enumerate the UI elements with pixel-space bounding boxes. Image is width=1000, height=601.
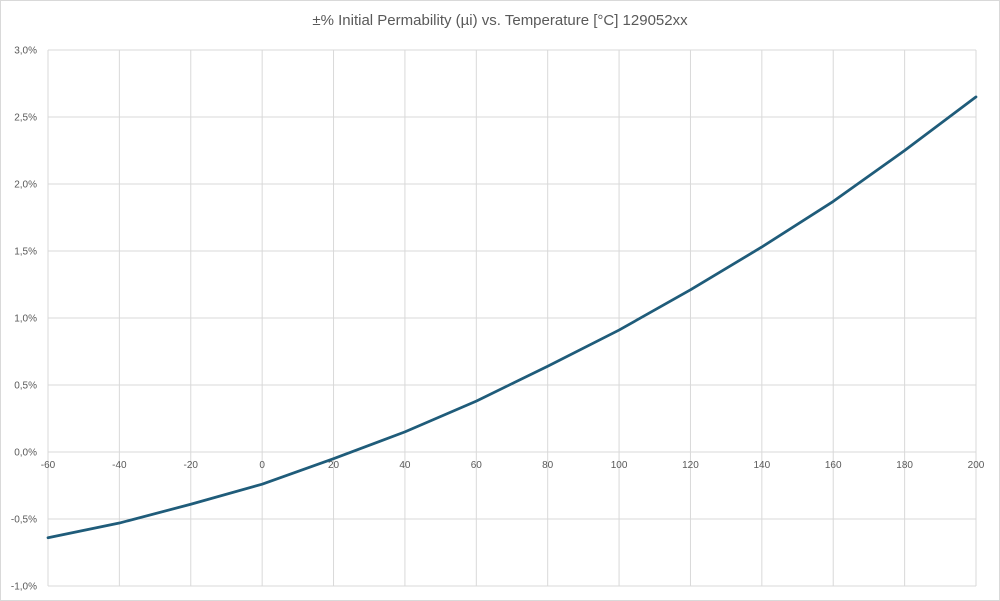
x-tick-label: 100 xyxy=(611,460,628,471)
y-tick-label: 3,0% xyxy=(14,46,37,57)
x-tick-label: -60 xyxy=(41,460,56,471)
x-tick-label: -20 xyxy=(184,460,199,471)
x-tick-label: 160 xyxy=(825,460,842,471)
series-line xyxy=(46,95,978,540)
x-tick-label: 80 xyxy=(542,460,554,471)
x-tick-label: 120 xyxy=(682,460,699,471)
y-tick-label: -1,0% xyxy=(11,582,37,593)
y-tick-label: -0,5% xyxy=(11,515,37,526)
y-tick-label: 0,0% xyxy=(14,448,37,459)
x-tick-label: 180 xyxy=(896,460,913,471)
x-tick-label: 60 xyxy=(471,460,483,471)
x-tick-label: 140 xyxy=(754,460,771,471)
y-tick-label: 0,5% xyxy=(14,381,37,392)
x-tick-label: 40 xyxy=(399,460,411,471)
x-tick-label: 20 xyxy=(328,460,340,471)
y-tick-label: 1,0% xyxy=(14,314,37,325)
x-tick-label: 200 xyxy=(968,460,985,471)
y-tick-label: 2,5% xyxy=(14,113,37,124)
y-tick-label: 2,0% xyxy=(14,180,37,191)
y-tick-label: 1,5% xyxy=(14,247,37,258)
x-tick-label: -40 xyxy=(112,460,127,471)
chart-title: ±% Initial Permability (µi) vs. Temperat… xyxy=(312,12,688,29)
x-tick-label: 0 xyxy=(259,460,265,471)
